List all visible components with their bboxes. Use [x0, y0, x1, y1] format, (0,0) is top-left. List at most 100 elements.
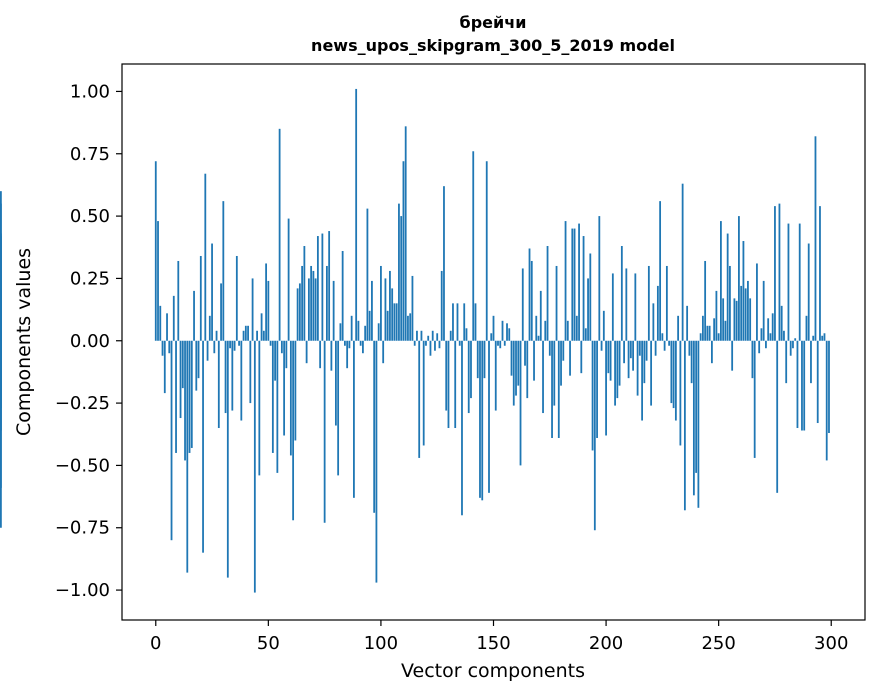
bar-component-84: [344, 340, 346, 346]
bar-component-182: [564, 221, 567, 341]
bar-component-35: [233, 340, 236, 351]
bar-component-19: [197, 340, 200, 379]
bar-component-201: [607, 340, 610, 374]
bar-component-169: [535, 315, 538, 341]
bar-component-93: [364, 325, 367, 341]
bar-component-33: [229, 340, 231, 349]
bar-component-253: [724, 320, 727, 341]
bar-component-58: [285, 340, 288, 369]
bar-component-272: [767, 318, 770, 341]
bar-component-73: [319, 340, 322, 369]
bar-component-142: [474, 303, 477, 341]
bar-component-280: [785, 340, 788, 384]
bar-component-204: [614, 340, 616, 406]
x-axis-label: Vector components: [401, 660, 585, 682]
bar-component-47: [260, 313, 263, 341]
bar-component-274: [771, 313, 774, 341]
bar-component-245: [706, 325, 709, 341]
bar-component-9: [175, 340, 177, 453]
bar-component-16: [190, 340, 193, 448]
bar-component-191: [584, 328, 587, 341]
bar-component-111: [404, 126, 407, 341]
bar-component-174: [546, 246, 549, 341]
bar-component-258: [735, 300, 738, 341]
bar-component-95: [368, 310, 371, 341]
bar-component-31: [224, 340, 227, 414]
bar-component-18: [195, 340, 198, 391]
bar-component-267: [756, 263, 758, 341]
bar-component-216: [641, 340, 643, 421]
bar-component-99: [377, 323, 380, 341]
bar-component-282: [789, 340, 792, 356]
bar-component-155: [503, 340, 506, 346]
bar-component-46: [258, 340, 261, 476]
bar-component-281: [787, 223, 790, 341]
bar-component-28: [217, 340, 220, 429]
bar-component-90: [357, 320, 360, 341]
bar-component-203: [611, 273, 614, 341]
bar-component-109: [400, 216, 403, 341]
bar-component-226: [663, 340, 666, 351]
bar-component-133: [454, 340, 457, 429]
bar-component-63: [296, 288, 299, 341]
bar-component-289: [805, 315, 808, 341]
bar-component-107: [395, 303, 398, 341]
x-tick-label: 150: [476, 633, 510, 654]
bar-component-295: [819, 206, 821, 341]
bar-component-211: [629, 340, 632, 359]
bar-component-81: [337, 340, 340, 476]
bar-component-195: [593, 340, 596, 531]
x-tick-label: 250: [701, 633, 735, 654]
bar-component-85: [346, 340, 349, 369]
bar-component-221: [652, 303, 655, 341]
bar-component-177: [553, 340, 556, 406]
bar-component-89: [355, 88, 358, 341]
bar-component-37: [238, 340, 240, 346]
bar-component-230: [672, 340, 675, 409]
bar-component-294: [816, 340, 819, 424]
bar-component-231: [674, 340, 677, 421]
bar-component-152: [497, 340, 499, 346]
bar-component-130: [447, 340, 450, 429]
bar-component-213: [634, 273, 637, 341]
bar-component-87: [350, 315, 353, 341]
bar-component-168: [533, 340, 535, 381]
bar-component-undefined: [0, 203, 2, 341]
bar-component-220: [650, 340, 653, 406]
bar-component-291: [810, 340, 812, 384]
bar-component-238: [690, 340, 693, 384]
y-tick-label: −0.25: [55, 393, 110, 414]
bar-component-285: [796, 340, 799, 429]
bar-component-157: [508, 328, 511, 341]
bar-component-24: [208, 315, 211, 341]
bar-component-119: [422, 340, 425, 446]
bar-component-171: [539, 290, 542, 341]
bar-component-271: [765, 340, 767, 349]
bar-component-25: [211, 243, 213, 341]
bar-component-137: [463, 303, 466, 341]
bar-component-103: [386, 310, 389, 341]
plot-frame: [121, 63, 866, 621]
bar-component-278: [780, 305, 783, 341]
bar-component-86: [348, 340, 351, 349]
bar-component-80: [334, 340, 337, 426]
bar-component-250: [717, 333, 720, 341]
bar-component-110: [402, 161, 405, 341]
bar-component-65: [301, 265, 304, 341]
bar-component-192: [587, 278, 589, 341]
bar-component-189: [580, 340, 583, 374]
bar-component-41: [247, 325, 249, 341]
bar-component-40: [244, 325, 247, 341]
bar-component-8: [172, 295, 175, 341]
bar-component-72: [316, 236, 319, 341]
bar-component-83: [341, 251, 344, 341]
bar-component-273: [769, 333, 772, 341]
bar-component-100: [380, 265, 382, 341]
bar-component-129: [445, 340, 448, 411]
bar-component-184: [569, 340, 571, 376]
bar-component-235: [683, 340, 686, 511]
bar-component-136: [461, 340, 463, 516]
chart-subtitle: news_upos_skipgram_300_5_2019 model: [311, 36, 675, 55]
bar-component-159: [512, 340, 515, 406]
